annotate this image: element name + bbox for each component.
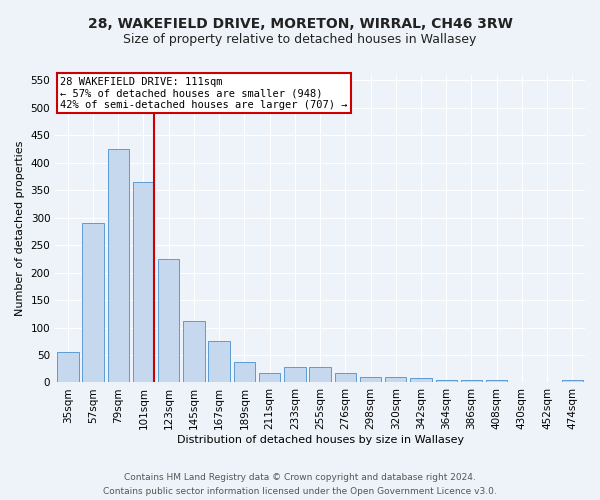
Y-axis label: Number of detached properties: Number of detached properties (15, 141, 25, 316)
Bar (133, 182, 154, 382)
Bar (335, 373, 356, 382)
Bar (183, 321, 205, 382)
Bar (208, 340, 230, 382)
Bar (158, 259, 179, 382)
Text: 28, WAKEFIELD DRIVE, MORETON, WIRRAL, CH46 3RW: 28, WAKEFIELD DRIVE, MORETON, WIRRAL, CH… (88, 18, 512, 32)
Bar (436, 380, 457, 382)
Bar (486, 380, 508, 382)
Bar (461, 380, 482, 382)
Bar (284, 366, 305, 382)
Bar (360, 377, 381, 382)
Bar (310, 366, 331, 382)
Text: 28 WAKEFIELD DRIVE: 111sqm
← 57% of detached houses are smaller (948)
42% of sem: 28 WAKEFIELD DRIVE: 111sqm ← 57% of deta… (61, 76, 348, 110)
Text: Contains HM Land Registry data © Crown copyright and database right 2024.: Contains HM Land Registry data © Crown c… (124, 473, 476, 482)
Bar (562, 380, 583, 382)
Bar (410, 378, 432, 382)
X-axis label: Distribution of detached houses by size in Wallasey: Distribution of detached houses by size … (176, 435, 464, 445)
Text: Contains public sector information licensed under the Open Government Licence v3: Contains public sector information licen… (103, 486, 497, 496)
Bar (57, 352, 79, 382)
Bar (385, 377, 406, 382)
Text: Size of property relative to detached houses in Wallasey: Size of property relative to detached ho… (124, 32, 476, 46)
Bar (107, 149, 129, 382)
Bar (259, 372, 280, 382)
Bar (82, 223, 104, 382)
Bar (233, 362, 255, 382)
